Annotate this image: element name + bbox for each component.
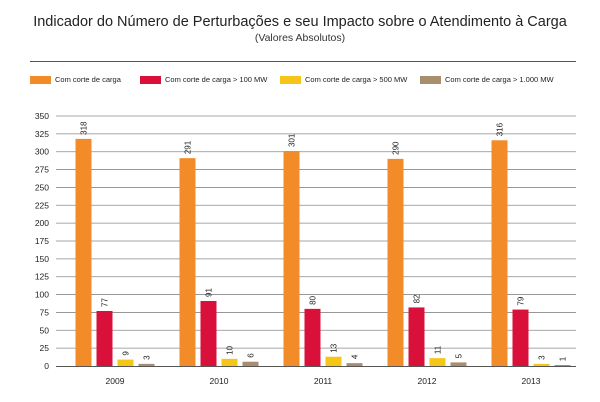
y-tick-label-75: 75: [40, 307, 50, 317]
data-label-2012-series-1: 290: [392, 141, 401, 155]
data-label-2010-series-4: 6: [247, 353, 256, 358]
bar-2012-series-2: [408, 307, 425, 366]
bar-2013-series-3: [533, 363, 550, 366]
legend-item-500mw: Com corte de carga > 500 MW: [280, 75, 407, 84]
legend-label-500mw: Com corte de carga > 500 MW: [305, 75, 408, 84]
bar-2011-series-1: [283, 151, 300, 366]
data-label-2011-series-4: 4: [351, 354, 360, 359]
bar-2010-series-4: [242, 361, 259, 366]
legend-swatch-100mw: [140, 75, 161, 84]
data-label-2009-series-2: 77: [101, 298, 110, 307]
chart-subtitle: (Valores Absolutos): [254, 32, 346, 44]
y-tick-label-150: 150: [35, 254, 49, 264]
data-label-2009-series-4: 3: [143, 355, 152, 360]
bar-2010-series-1: [179, 158, 196, 366]
y-tick-label-325: 325: [35, 129, 49, 139]
data-label-2013-series-3: 3: [538, 355, 547, 360]
legend-label-corte: Com corte de carga: [55, 75, 121, 84]
data-label-2012-series-4: 5: [455, 353, 464, 358]
bar-2009-series-1: [75, 138, 92, 366]
y-tick-label-125: 125: [35, 272, 49, 282]
legend-label-100mw: Com corte de carga > 100 MW: [165, 75, 268, 84]
legend-swatch-500mw: [280, 75, 301, 84]
legend-item-100mw: Com corte de carga > 100 MW: [140, 75, 267, 84]
data-label-2012-series-3: 11: [434, 345, 443, 354]
bar-2013-series-2: [512, 309, 529, 366]
y-tick-label-50: 50: [40, 325, 50, 335]
data-label-2011-series-1: 301: [288, 133, 297, 147]
bar-2013-series-4: [554, 365, 571, 366]
bar-2013-series-1: [491, 140, 508, 366]
x-tick-label-2010: 2010: [210, 376, 229, 386]
legend-item-corte: Com corte de carga: [30, 75, 121, 84]
legend-label-1000mw: Com corte de carga > 1.000 MW: [445, 75, 554, 84]
data-label-2010-series-3: 10: [226, 345, 235, 354]
data-label-2013-series-4: 1: [559, 356, 568, 361]
y-tick-label-200: 200: [35, 218, 49, 228]
bar-2012-series-4: [450, 362, 467, 366]
data-label-2010-series-2: 91: [205, 288, 214, 297]
x-tick-label-2011: 2011: [314, 376, 333, 386]
bar-2009-series-3: [117, 359, 134, 366]
y-tick-label-250: 250: [35, 182, 49, 192]
x-tick-label-2013: 2013: [522, 376, 541, 386]
y-tick-label-225: 225: [35, 200, 49, 210]
y-tick-label-275: 275: [35, 165, 49, 175]
data-label-2012-series-2: 82: [413, 294, 422, 303]
bar-2011-series-3: [325, 356, 342, 366]
data-label-2009-series-1: 318: [80, 121, 89, 135]
legend-swatch-1000mw: [420, 75, 441, 84]
x-tick-label-2012: 2012: [418, 376, 437, 386]
data-label-2011-series-3: 13: [330, 343, 339, 352]
bar-2010-series-2: [200, 301, 217, 366]
bar-2011-series-4: [346, 363, 363, 366]
data-label-2010-series-1: 291: [184, 140, 193, 154]
bar-2009-series-2: [96, 311, 113, 366]
title-divider: [30, 61, 576, 62]
bar-2012-series-1: [387, 158, 404, 366]
y-tick-label-100: 100: [35, 290, 49, 300]
y-tick-label-25: 25: [40, 343, 50, 353]
y-tick-label-175: 175: [35, 236, 49, 246]
y-tick-label-350: 350: [35, 111, 49, 121]
data-label-2013-series-2: 79: [517, 296, 526, 305]
y-tick-label-300: 300: [35, 147, 49, 157]
data-label-2011-series-2: 80: [309, 295, 318, 304]
x-tick-label-2009: 2009: [106, 376, 125, 386]
y-tick-label-0: 0: [44, 361, 49, 371]
data-label-2013-series-1: 316: [496, 122, 505, 136]
legend-item-1000mw: Com corte de carga > 1.000 MW: [420, 75, 554, 84]
chart-title: Indicador do Número de Perturbações e se…: [33, 14, 567, 30]
bar-2011-series-2: [304, 308, 321, 366]
data-label-2009-series-3: 9: [122, 351, 131, 356]
bar-2012-series-3: [429, 358, 446, 366]
bar-2009-series-4: [138, 363, 155, 366]
bar-2010-series-3: [221, 358, 238, 366]
legend-swatch-corte: [30, 75, 51, 84]
